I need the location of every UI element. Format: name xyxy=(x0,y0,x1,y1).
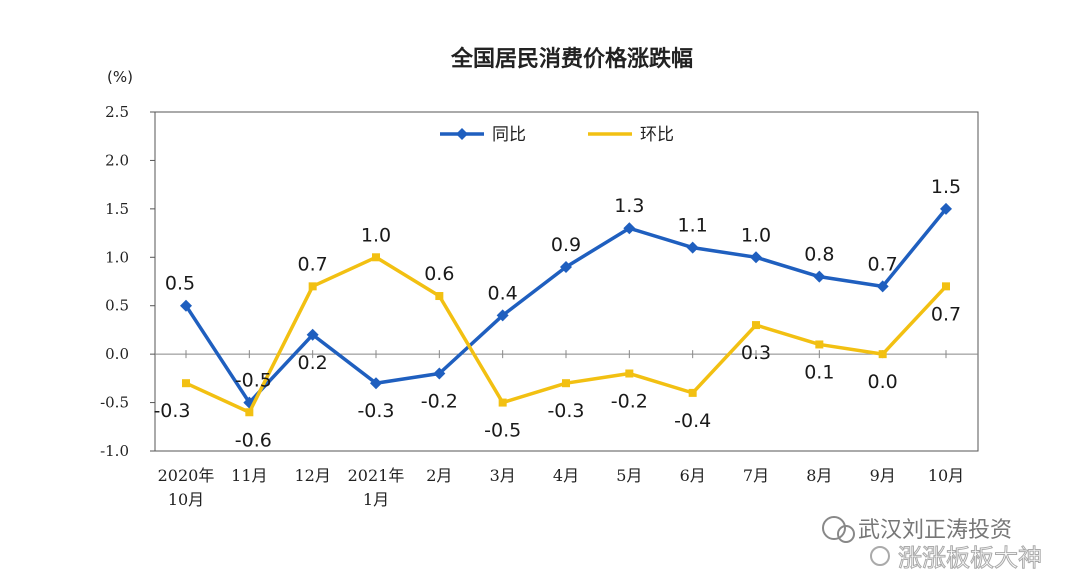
x-tick-label: 4月 xyxy=(553,466,579,485)
x-tick-label: 8月 xyxy=(806,466,832,485)
chart-title: 全国居民消费价格涨跌幅 xyxy=(450,46,693,72)
legend-marker xyxy=(456,128,468,140)
y-tick-label: 1.5 xyxy=(105,200,129,218)
data-label: 0.2 xyxy=(298,352,328,374)
x-tick-label: 3月 xyxy=(490,466,516,485)
plot-area xyxy=(154,111,979,452)
x-tick-label: 2021年 xyxy=(348,466,405,485)
data-label: -0.3 xyxy=(153,400,190,422)
data-label: -0.5 xyxy=(235,370,272,392)
data-label: -0.5 xyxy=(484,420,521,442)
point-marker xyxy=(433,367,446,380)
watermark-line2: 涨涨板板大神 xyxy=(898,544,1042,572)
data-label: 1.3 xyxy=(614,195,644,217)
legend: 同比 环比 xyxy=(440,125,674,145)
point-marker xyxy=(752,321,760,330)
series-layer xyxy=(180,202,952,417)
point-marker xyxy=(942,282,950,291)
point-marker xyxy=(245,408,254,417)
point-marker xyxy=(813,270,826,283)
x-tick-label: 11月 xyxy=(231,466,267,485)
x-axis: 2020年 10月 11月 12月 2021年 1月 2月 3月 4月 5月 6月 7月 8月 9月 10月 xyxy=(158,350,964,509)
y-tick-label: -1.0 xyxy=(100,442,129,460)
x-tick-label: 2020年 xyxy=(158,466,215,485)
data-label: -0.4 xyxy=(674,410,711,432)
data-label: 0.8 xyxy=(804,244,834,266)
x-tick-label: 6月 xyxy=(680,466,706,485)
data-label: 0.6 xyxy=(424,263,454,285)
data-label: 0.3 xyxy=(741,342,771,364)
data-label: 1.1 xyxy=(678,215,708,237)
point-marker xyxy=(623,222,636,235)
point-marker xyxy=(876,280,889,293)
data-label: -0.2 xyxy=(611,391,648,413)
data-label: 0.0 xyxy=(868,371,898,393)
y-axis: -1.0 -0.5 0.0 0.5 1.0 1.5 2.0 2.5 xyxy=(100,103,155,460)
y-tick-label: 0.0 xyxy=(105,345,129,363)
data-label: 0.7 xyxy=(931,303,961,325)
y-tick-label: 1.0 xyxy=(105,248,129,266)
point-marker xyxy=(372,253,380,262)
point-marker xyxy=(308,282,317,291)
point-marker xyxy=(496,309,509,322)
data-label: 0.7 xyxy=(298,253,328,275)
data-label: 1.5 xyxy=(931,176,961,198)
x-tick-label: 10月 xyxy=(928,466,964,485)
y-tick-label: 0.5 xyxy=(105,297,129,315)
x-tick-label: 10月 xyxy=(168,490,204,509)
weibo-icon xyxy=(870,546,890,566)
x-tick-label: 5月 xyxy=(616,466,642,485)
data-label: -0.2 xyxy=(421,391,458,413)
point-marker xyxy=(940,202,952,215)
watermark-line1: 武汉刘正涛投资 xyxy=(858,518,1012,543)
x-tick-label: 7月 xyxy=(743,466,769,485)
data-labels: 0.5 -0.5 0.2 -0.3 -0.2 0.4 0.9 1.3 1.1 1.0 0.8 0.7 1… xyxy=(153,176,961,451)
y-tick-label: -0.5 xyxy=(100,394,129,412)
wechat-icon xyxy=(822,516,846,540)
point-marker xyxy=(750,251,762,264)
data-label: 0.1 xyxy=(804,361,834,383)
x-tick-label: 2月 xyxy=(426,466,452,485)
legend-label: 环比 xyxy=(640,125,674,145)
data-label: 0.7 xyxy=(868,253,898,275)
y-unit-label: (%) xyxy=(107,68,133,86)
point-marker xyxy=(182,379,190,388)
data-label: -0.3 xyxy=(357,400,394,422)
x-tick-label: 12月 xyxy=(294,466,330,485)
point-marker xyxy=(435,292,444,301)
point-marker xyxy=(815,340,824,349)
point-marker xyxy=(498,398,507,407)
data-label: -0.6 xyxy=(235,429,272,451)
point-marker xyxy=(688,388,697,397)
x-tick-label: 1月 xyxy=(363,490,389,509)
point-marker xyxy=(625,369,634,378)
data-label: 0.9 xyxy=(551,234,581,256)
y-tick-label: 2.0 xyxy=(105,151,129,169)
series-line-mom xyxy=(185,255,948,415)
wechat-icon-dot xyxy=(837,525,855,543)
point-marker xyxy=(562,379,570,388)
data-label: 1.0 xyxy=(741,224,771,246)
data-label: -0.3 xyxy=(547,400,584,422)
data-label: 1.0 xyxy=(361,224,391,246)
point-marker xyxy=(878,350,887,359)
point-marker xyxy=(306,328,319,341)
point-marker xyxy=(560,260,572,273)
point-marker xyxy=(180,299,192,312)
data-label: 0.5 xyxy=(165,273,195,295)
legend-label: 同比 xyxy=(492,125,526,145)
point-marker xyxy=(686,241,699,254)
watermark: 武汉刘正涛投资 涨涨板板大神 xyxy=(822,516,1043,573)
x-tick-label: 9月 xyxy=(870,466,896,485)
y-tick-label: 2.5 xyxy=(105,103,129,121)
point-marker xyxy=(370,377,382,390)
data-label: 0.4 xyxy=(488,282,518,304)
